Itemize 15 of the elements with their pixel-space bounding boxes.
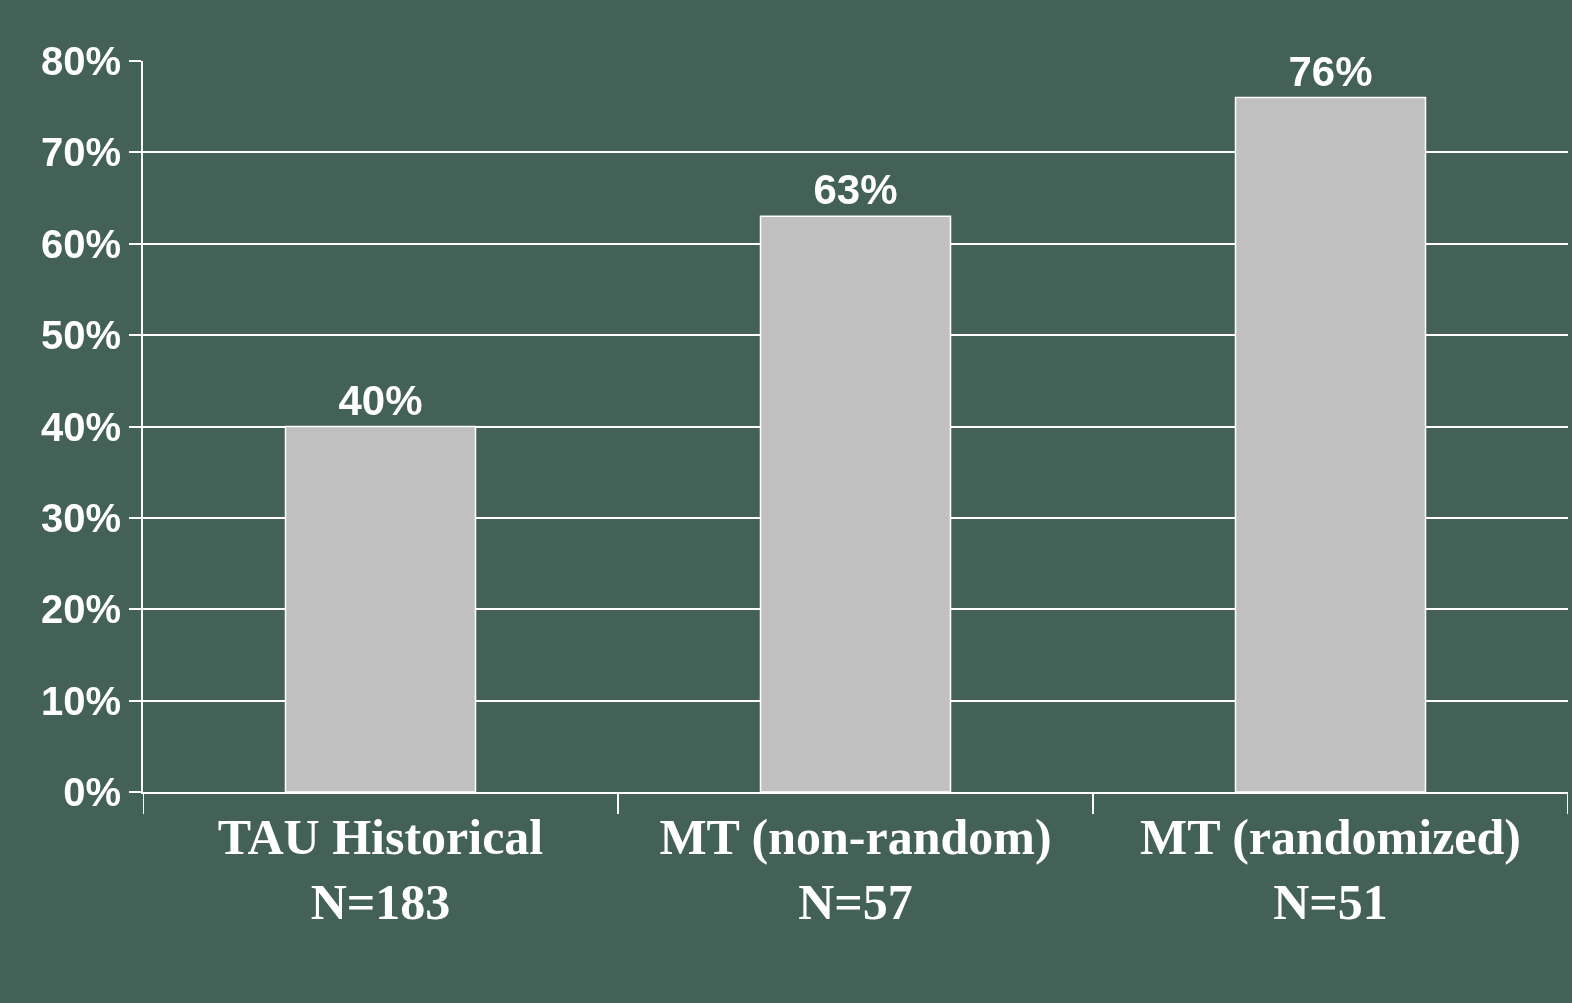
x-tick-label: MT (non-random) N=57 xyxy=(659,809,1052,930)
y-tick-label: 70% xyxy=(40,130,121,175)
y-tick-label: 30% xyxy=(40,495,121,540)
y-tick-label: 0% xyxy=(63,770,121,814)
x-tick-label: TAU Historical N=183 xyxy=(217,809,544,930)
x-tick-label: MT (randomized) N=51 xyxy=(1140,809,1521,930)
data-label: 76% xyxy=(1288,47,1373,95)
data-label: 40% xyxy=(338,376,423,424)
y-tick-label: 80% xyxy=(40,39,121,83)
y-tick-label: 50% xyxy=(40,313,121,358)
y-tick-label: 60% xyxy=(40,221,121,266)
data-label: 63% xyxy=(813,166,898,214)
y-tick-label: 20% xyxy=(40,587,121,632)
y-tick-label: 10% xyxy=(40,678,121,723)
y-tick-label: 40% xyxy=(40,404,121,449)
